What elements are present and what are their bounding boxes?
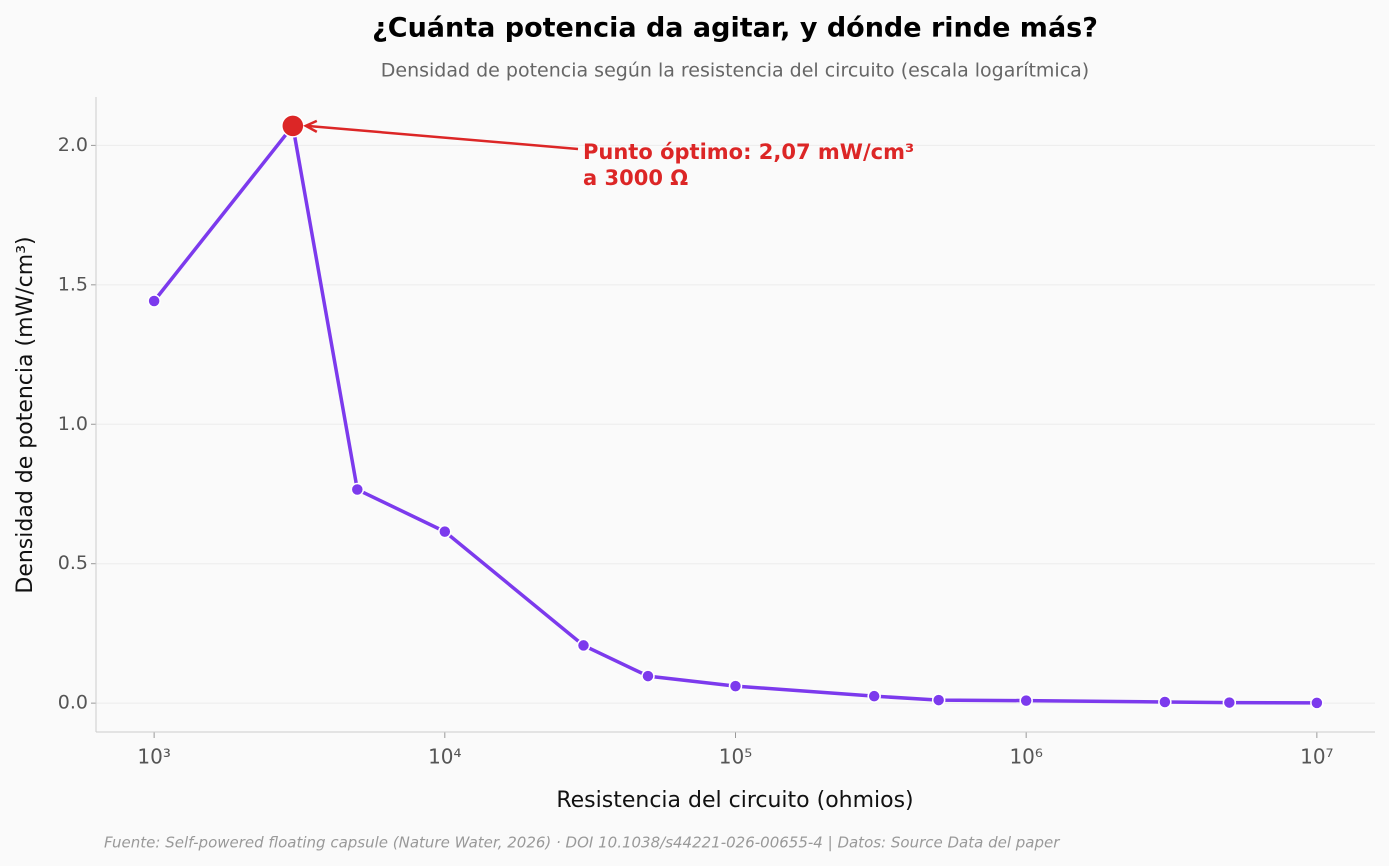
x-tick-label: 10⁷ [1300,745,1333,769]
y-tick-label: 0.0 [58,692,88,714]
chart-subtitle: Densidad de potencia según la resistenci… [381,60,1089,82]
point [867,689,881,703]
y-tick-label: 2.0 [58,134,88,156]
chart-title: ¿Cuánta potencia da agitar, y dónde rind… [372,13,1098,44]
arrow-head [303,119,318,133]
optimum-point [281,114,305,138]
point [1158,695,1172,709]
point [931,693,946,707]
annotation-arrow [306,124,579,151]
point [728,679,743,693]
point [1019,693,1033,708]
x-tick-label: 10⁵ [719,745,752,769]
source-note: Fuente: Self-powered floating capsule (N… [104,834,1060,852]
point [350,482,365,497]
x-tick-label: 10⁶ [1009,745,1042,769]
annotation-text: a 3000 Ω [583,166,688,190]
point [1222,695,1237,710]
annotation-text: Punto óptimo: 2,07 mW/cm³ [583,140,914,164]
y-tick-label: 1.0 [58,413,88,435]
point [576,638,591,653]
y-axis-label: Densidad de potencia (mW/cm³) [13,236,38,593]
point [641,669,655,683]
x-axis-label: Resistencia del circuito (ohmios) [556,788,913,813]
point [438,524,452,539]
x-tick-label: 10⁴ [428,745,461,769]
y-tick-label: 1.5 [58,273,88,295]
y-tick-label: 0.5 [58,552,88,574]
point [1310,696,1324,710]
x-tick-label: 10³ [137,745,170,769]
point [147,294,161,308]
series-line [152,124,1317,705]
